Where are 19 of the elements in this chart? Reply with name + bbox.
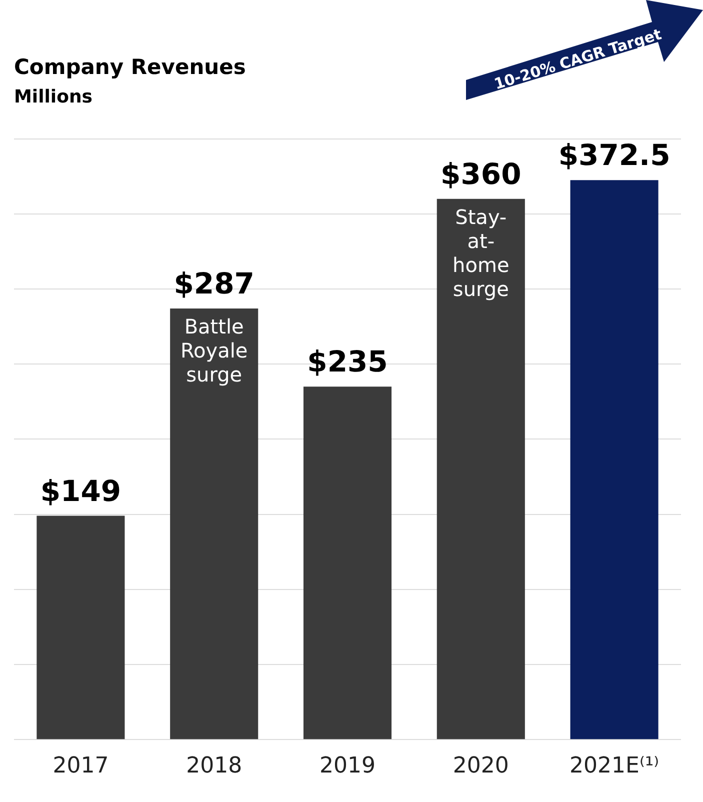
x-tick-label: 2021E⁽¹⁾	[570, 754, 660, 779]
chart-title: Company Revenues	[14, 55, 246, 80]
bar	[570, 180, 658, 740]
data-label: $360	[440, 156, 522, 191]
data-label: $235	[307, 344, 388, 379]
data-label: $149	[40, 474, 122, 508]
x-tick-label: 2018	[186, 754, 242, 779]
data-label: $287	[174, 266, 254, 301]
x-tick-label: 2020	[452, 754, 509, 779]
data-label: $372.5	[558, 138, 670, 172]
bar	[36, 516, 125, 740]
annotation: Stay-at-home surge	[452, 205, 510, 302]
x-tick-label: 2019	[320, 754, 376, 779]
annotation: Battle Royale surge	[180, 314, 248, 387]
chart-subtitle: Millions	[14, 86, 92, 108]
bar	[436, 198, 525, 740]
bar	[303, 386, 392, 740]
bar	[170, 308, 258, 740]
x-tick-label: 2017	[52, 754, 109, 779]
